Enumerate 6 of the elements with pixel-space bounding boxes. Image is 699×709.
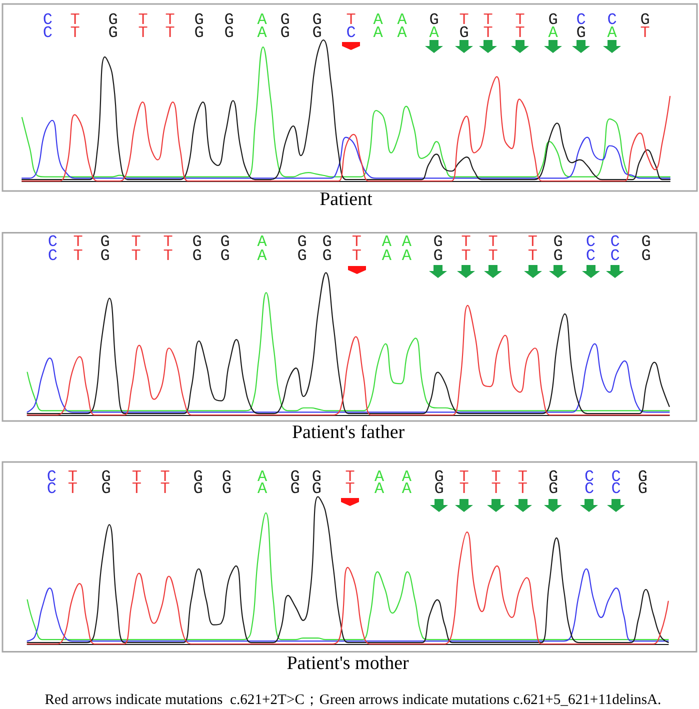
text: C T G T T G G A G G T A A G T T T G C C G: [48, 247, 651, 266]
x-axis-title: Patient's mother: [286, 653, 410, 674]
x-axis-title: Patient's father: [292, 422, 406, 443]
x-axis-title: Patient: [320, 189, 374, 210]
text: C T G T T G G A G G C A A A G T T A G A T: [42, 24, 650, 42]
text: Red arrows indicate mutations c.621+2T>C；Green arrows indicate mutations c.621+5_621+11delinsA.: [44, 692, 662, 708]
